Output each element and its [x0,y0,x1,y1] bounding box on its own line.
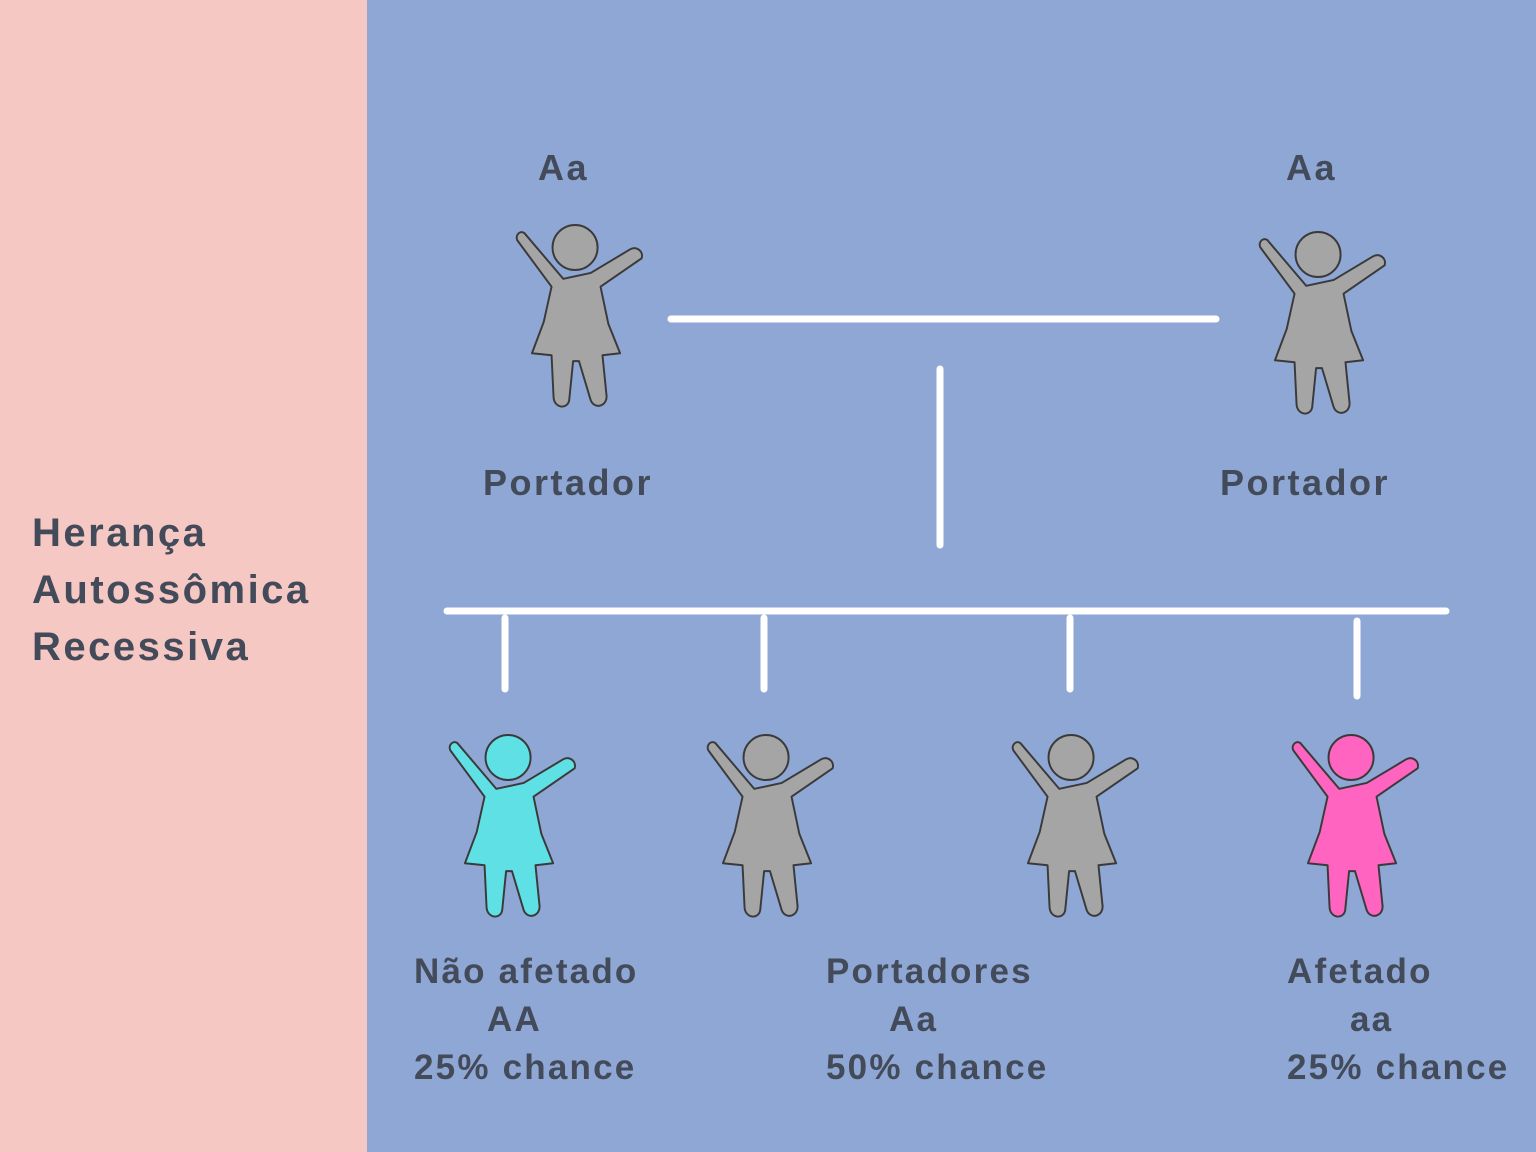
outcome-carriers: Portadores Aa 50% chance [826,948,1048,1092]
parent-2-girl-figure-icon [1258,231,1386,415]
outcome-probability: 25% chance [1287,1048,1510,1087]
child-4-girl-figure-icon [1291,734,1419,918]
outcome-probability: 25% chance [414,1048,637,1087]
title-line-2: Autossômica [32,568,311,612]
title-line-3: Recessiva [32,625,251,669]
outcome-probability: 50% chance [826,1048,1049,1087]
pedigree-panel [367,0,1536,1152]
title-panel [0,0,367,1152]
outcome-genotype: aa [1350,1000,1394,1039]
outcome-status: Não afetado [414,952,639,991]
parent-1-label: Portador [483,462,654,503]
outcome-status: Afetado [1287,952,1433,991]
parent-1-genotype: Aa [538,147,590,188]
child-3-girl-figure-icon [1011,734,1139,918]
child-1-girl-figure-icon [448,734,576,918]
title-line-1: Herança [32,511,208,555]
outcome-affected: Afetado aa 25% chance [1287,948,1509,1092]
outcome-unaffected: Não afetado AA 25% chance [414,948,639,1092]
child-2-girl-figure-icon [706,734,834,918]
parent-2-label: Portador [1220,462,1391,503]
outcome-status: Portadores [826,952,1033,991]
parent-2-genotype: Aa [1286,147,1338,188]
outcome-genotype: Aa [889,1000,939,1039]
outcome-genotype: AA [487,1000,542,1039]
parent-1-girl-figure-icon [515,224,643,408]
diagram-title: Herança Autossômica Recessiva [32,505,311,676]
